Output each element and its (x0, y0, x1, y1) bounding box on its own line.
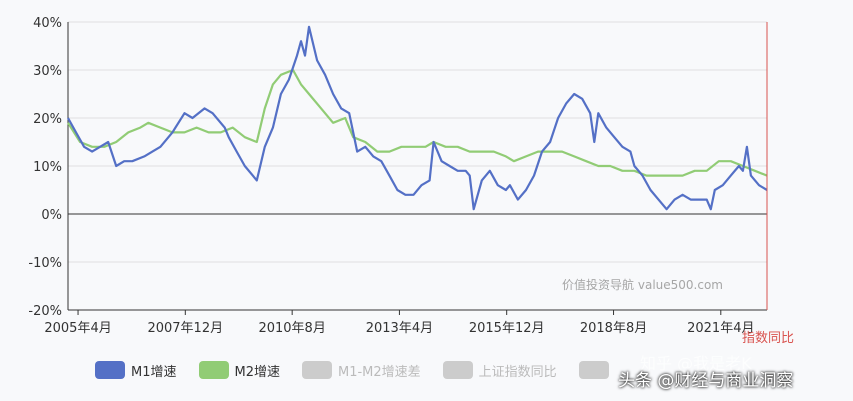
y-tick-label: 0% (41, 208, 62, 223)
y-tick-label: -10% (28, 256, 62, 271)
legend-label-diff: M1-M2增速差 (338, 364, 421, 380)
legend-item-m1[interactable]: M1增速 (95, 361, 177, 380)
toutiao-watermark: 头条 @财经与商业洞察 (618, 371, 794, 391)
x-tick-label: 2021年4月 (687, 321, 754, 336)
legend-item-m1-m2-diff[interactable]: M1-M2增速差 (302, 361, 421, 380)
legend-swatch-m2 (198, 361, 229, 379)
legend-swatch-m1 (95, 361, 125, 379)
legend-label-m2: M2增速 (234, 364, 281, 380)
legend-swatch-index (442, 361, 473, 379)
source-watermark: 价值投资导航 value500.com (562, 278, 723, 292)
series-line-m1 (67, 25, 768, 211)
x-tick-label: 2005年4月 (44, 321, 111, 336)
series-line-m2 (67, 68, 768, 177)
zhihu-watermark: 知乎 @我是老K (640, 354, 752, 373)
right-axis-label: 指数同比 (742, 331, 794, 346)
legend: M1增速 M2增速 M1-M2增速差 上证指数同比 (95, 358, 637, 382)
x-tick-label: 2007年12月 (147, 321, 223, 336)
legend-label-index: 上证指数同比 (478, 364, 557, 380)
legend-swatch-diff (302, 361, 332, 379)
y-tick-label: 30% (33, 64, 62, 79)
y-tick-label: 40% (33, 16, 62, 31)
x-tick-label: 2010年8月 (258, 321, 325, 336)
x-tick-label: 2018年8月 (580, 321, 647, 336)
legend-item-index-yoy[interactable]: 上证指数同比 (442, 361, 557, 380)
legend-swatch-extra (578, 361, 609, 379)
y-tick-label: 10% (33, 160, 62, 175)
y-axis-labels: 40% 30% 20% 10% 0% -10% -20% (28, 16, 62, 319)
y-tick-label: -20% (28, 304, 62, 319)
x-axis-labels: 2005年4月 2007年12月 2010年8月 2013年4月 2015年12月 201… (44, 321, 754, 336)
y-tick-label: 20% (33, 112, 62, 127)
gridlines (68, 21, 767, 311)
axes (67, 22, 767, 315)
legend-label-m1: M1增速 (131, 364, 177, 380)
x-tick-label: 2013年4月 (366, 321, 433, 336)
x-tick-label: 2015年12月 (469, 321, 545, 336)
series-lines (67, 25, 768, 211)
legend-item-m2[interactable]: M2增速 (198, 361, 281, 380)
legend-item-extra[interactable] (578, 361, 615, 379)
